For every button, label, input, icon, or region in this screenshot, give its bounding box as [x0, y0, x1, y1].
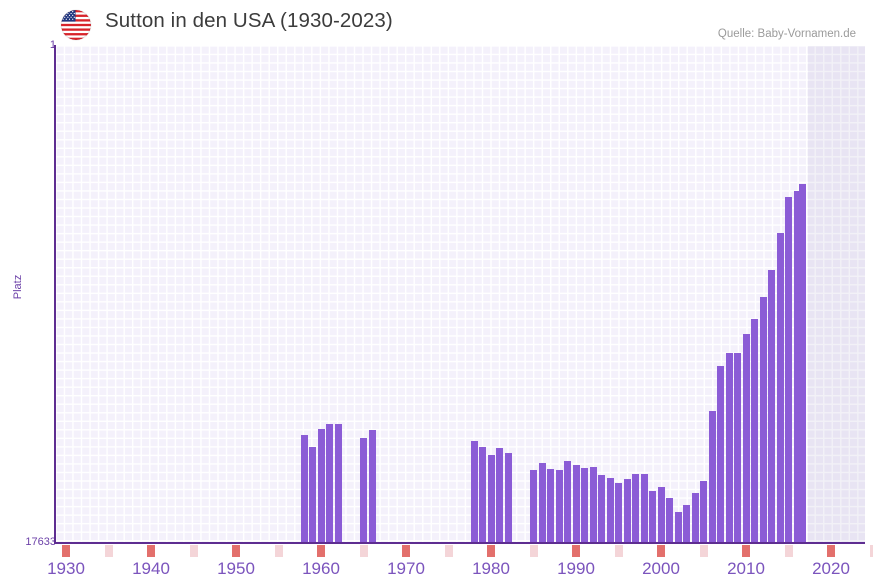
chart-header: Sutton in den USA (1930-2023) Quelle: Ba… [0, 0, 873, 46]
source-attribution: Quelle: Baby-Vornamen.de [717, 28, 856, 40]
x-tick-minor-1995 [614, 545, 623, 557]
x-tick-major-1990 [572, 545, 580, 557]
bar-2005[interactable] [666, 498, 673, 543]
bar-2014[interactable] [742, 334, 750, 543]
bar-1985[interactable] [496, 448, 503, 543]
bar-2016[interactable] [759, 297, 767, 543]
bar-2004[interactable] [657, 487, 665, 543]
bar-1990[interactable] [538, 463, 546, 543]
bar-2002[interactable] [640, 474, 648, 543]
bar-1969[interactable] [360, 438, 367, 543]
x-axis-label-1940: 1940 [132, 559, 170, 578]
bar-1986[interactable] [504, 453, 512, 543]
bar-2021[interactable] [798, 184, 806, 543]
x-tick-major-1930 [62, 545, 70, 557]
x-axis-label-1950: 1950 [217, 559, 255, 578]
bar-2017[interactable] [768, 270, 775, 543]
x-tick-minor-2025 [869, 545, 873, 557]
bar-1995[interactable] [581, 468, 588, 543]
us-flag-circle-icon [61, 10, 91, 40]
future-period-shading [808, 46, 865, 543]
x-tick-minor-2015 [784, 545, 793, 557]
x-tick-major-1970 [402, 545, 410, 557]
bar-2001[interactable] [632, 474, 639, 543]
bar-1992[interactable] [555, 470, 563, 543]
bar-2006[interactable] [674, 512, 682, 543]
bar-2000[interactable] [623, 479, 631, 543]
x-tick-minor-1935 [104, 545, 113, 557]
x-axis-line [54, 542, 865, 545]
bar-1982[interactable] [470, 441, 478, 543]
x-tick-major-1960 [317, 545, 325, 557]
bar-2009[interactable] [700, 481, 707, 543]
y-axis-top-tick-label: 1 [49, 39, 56, 51]
x-tick-major-2020 [827, 545, 835, 557]
x-axis-label-1930: 1930 [47, 559, 85, 578]
bar-1997[interactable] [598, 475, 605, 543]
bar-1989[interactable] [530, 470, 537, 543]
x-tick-minor-1975 [444, 545, 453, 557]
plot-area [56, 46, 865, 543]
x-axis-label-1970: 1970 [387, 559, 425, 578]
bar-1996[interactable] [589, 467, 597, 543]
x-tick-minor-1945 [189, 545, 198, 557]
x-axis-tick-labels: 1930 1940 1950 1960 1970 1980 1990 2000 2010 2020 [0, 559, 873, 587]
x-tick-minor-1985 [529, 545, 538, 557]
x-axis-label-2020: 2020 [812, 559, 850, 578]
bar-2010[interactable] [708, 411, 716, 543]
bar-1963[interactable] [309, 447, 316, 543]
y-axis-line [54, 45, 57, 544]
x-tick-minor-1955 [274, 545, 283, 557]
bar-1962[interactable] [300, 435, 308, 543]
bar-2018[interactable] [776, 233, 784, 543]
bar-1993[interactable] [564, 461, 571, 543]
bar-1984[interactable] [487, 455, 495, 543]
x-tick-major-2010 [742, 545, 750, 557]
bar-2011[interactable] [717, 366, 724, 543]
bar-1965[interactable] [326, 424, 333, 543]
x-tick-major-1950 [232, 545, 240, 557]
bar-2007[interactable] [683, 505, 690, 543]
x-axis-label-2000: 2000 [642, 559, 680, 578]
x-axis-label-1980: 1980 [472, 559, 510, 578]
x-tick-major-2000 [657, 545, 665, 557]
x-tick-minor-1965 [359, 545, 368, 557]
bar-1983[interactable] [479, 447, 486, 543]
y-axis-title: Platz [12, 274, 24, 300]
bar-2003[interactable] [649, 491, 656, 543]
x-axis-label-1960: 1960 [302, 559, 340, 578]
x-tick-major-1940 [147, 545, 155, 557]
page-title: Sutton in den USA (1930-2023) [105, 9, 393, 32]
bar-1964[interactable] [317, 429, 325, 543]
x-tick-minor-2005 [699, 545, 708, 557]
x-axis-tick-strip [56, 545, 873, 557]
bar-1970[interactable] [368, 430, 376, 543]
bar-2015[interactable] [751, 319, 758, 543]
x-tick-major-1980 [487, 545, 495, 557]
bar-1966[interactable] [334, 424, 342, 543]
y-axis-bottom-tick-label: 17633 [25, 536, 56, 548]
bar-2020[interactable] [793, 191, 801, 543]
x-axis-label-1990: 1990 [557, 559, 595, 578]
bar-1999[interactable] [615, 483, 622, 543]
bar-2008[interactable] [691, 493, 699, 543]
bar-1991[interactable] [547, 469, 554, 543]
bar-2013[interactable] [734, 353, 741, 543]
bar-2012[interactable] [725, 353, 733, 543]
bar-2019[interactable] [785, 197, 792, 543]
bar-1994[interactable] [572, 465, 580, 543]
x-axis-label-2010: 2010 [727, 559, 765, 578]
bar-1998[interactable] [606, 478, 614, 543]
